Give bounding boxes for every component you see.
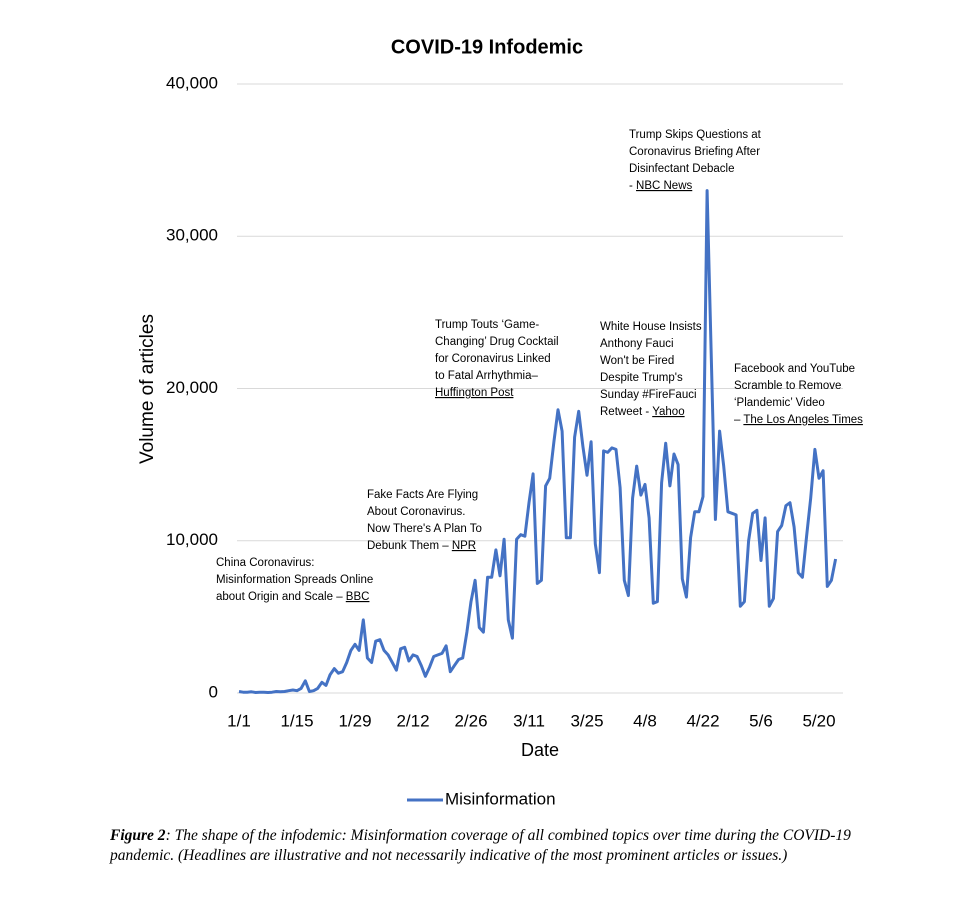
- annotation-text: Now There's A Plan To: [367, 523, 482, 535]
- annotation-line: to Fatal Arrhythmia–: [435, 370, 539, 382]
- x-tick-label: 2/12: [396, 711, 429, 730]
- annotation-source: The Los Angeles Times: [743, 414, 863, 426]
- x-tick-label: 4/8: [633, 711, 657, 730]
- annotation-line: – The Los Angeles Times: [734, 414, 863, 426]
- annotation-text: China Coronavirus:: [216, 557, 314, 569]
- annotation-line: about Origin and Scale – BBC: [216, 591, 369, 603]
- chart-title: COVID-19 Infodemic: [391, 36, 583, 58]
- caption-label: Figure 2: [110, 827, 166, 844]
- y-axis-label: Volume of articles: [137, 314, 158, 464]
- annotation-line: ‘Plandemic’ Video: [734, 397, 825, 409]
- annotation-line: Coronavirus Briefing After: [629, 146, 760, 158]
- annotation-line: Misinformation Spreads Online: [216, 574, 373, 586]
- annotation-line: Scramble to Remove: [734, 380, 841, 392]
- annotation-text: Despite Trump's: [600, 372, 683, 384]
- annotation-text: Debunk Them –: [367, 540, 452, 552]
- x-tick-label: 1/1: [227, 711, 251, 730]
- annotation-text: Coronavirus Briefing After: [629, 146, 760, 158]
- annotation-line: - NBC News: [629, 180, 693, 192]
- annotation-line: Huffington Post: [435, 387, 514, 399]
- x-tick-label: 4/22: [686, 711, 719, 730]
- x-tick-label: 1/15: [280, 711, 313, 730]
- x-tick-label: 1/29: [338, 711, 371, 730]
- x-tick-label: 5/6: [749, 711, 773, 730]
- x-tick-label: 3/25: [570, 711, 603, 730]
- annotation-source: NPR: [452, 540, 476, 552]
- annotation-text: Anthony Fauci: [600, 338, 674, 350]
- annotation-text: ‘Plandemic’ Video: [734, 397, 825, 409]
- annotation-text: Scramble to Remove: [734, 380, 841, 392]
- y-tick-label: 40,000: [166, 73, 218, 92]
- annotation-line: Fake Facts Are Flying: [367, 489, 478, 501]
- x-tick-label: 5/20: [802, 711, 835, 730]
- annotation-source: Huffington Post: [435, 387, 514, 399]
- x-tick-label: 2/26: [454, 711, 487, 730]
- y-tick-label: 0: [209, 682, 218, 701]
- annotation-text: White House Insists: [600, 321, 702, 333]
- annotation-text: Sunday #FireFauci: [600, 389, 697, 401]
- annotation-text: about Origin and Scale –: [216, 591, 346, 603]
- annotation-line: About Coronavirus.: [367, 506, 465, 518]
- annotation-text: for Coronavirus Linked: [435, 353, 551, 365]
- annotation-line: Disinfectant Debacle: [629, 163, 734, 175]
- annotation-source: NBC News: [636, 180, 692, 192]
- annotation-line: for Coronavirus Linked: [435, 353, 551, 365]
- annotation-text: Misinformation Spreads Online: [216, 574, 373, 586]
- annotation-line: Trump Skips Questions at: [629, 129, 762, 141]
- annotation-line: Anthony Fauci: [600, 338, 674, 350]
- annotation-line: Retweet - Yahoo: [600, 406, 685, 418]
- data-line: [238, 189, 838, 694]
- annotation-text: Disinfectant Debacle: [629, 163, 734, 175]
- annotation-line: Sunday #FireFauci: [600, 389, 697, 401]
- y-tick-label: 10,000: [166, 530, 218, 549]
- annotation-text: Fake Facts Are Flying: [367, 489, 478, 501]
- annotation-source: BBC: [346, 591, 370, 603]
- annotation-line: Now There's A Plan To: [367, 523, 482, 535]
- annotation-text: –: [734, 414, 743, 426]
- annotation-text: About Coronavirus.: [367, 506, 465, 518]
- caption: Figure 2: The shape of the infodemic: Mi…: [110, 826, 855, 866]
- legend-label: Misinformation: [445, 789, 556, 808]
- annotation-source: Yahoo: [652, 406, 684, 418]
- chart: COVID-19 Infodemic Volume of articles Da…: [137, 36, 863, 808]
- annotation-text: Trump Touts ‘Game-: [435, 319, 539, 331]
- y-tick-label: 20,000: [166, 378, 218, 397]
- annotation-line: Facebook and YouTube: [734, 363, 855, 375]
- x-tick-label: 3/11: [513, 711, 545, 730]
- x-axis-label: Date: [521, 740, 559, 760]
- annotation-line: White House Insists: [600, 321, 702, 333]
- annotation-text: Changing’ Drug Cocktail: [435, 336, 559, 348]
- annotation-line: Trump Touts ‘Game-: [435, 319, 539, 331]
- annotation-line: Won't be Fired: [600, 355, 674, 367]
- annotation-text: Trump Skips Questions at: [629, 129, 762, 141]
- annotation-line: Debunk Them – NPR: [367, 540, 476, 552]
- annotation-line: China Coronavirus:: [216, 557, 314, 569]
- annotation-text: -: [629, 180, 636, 192]
- annotation-text: Won't be Fired: [600, 355, 674, 367]
- caption-text: : The shape of the infodemic: Misinforma…: [110, 827, 851, 864]
- y-tick-label: 30,000: [166, 226, 218, 245]
- annotation-line: Changing’ Drug Cocktail: [435, 336, 559, 348]
- annotation-text: to Fatal Arrhythmia–: [435, 370, 539, 382]
- annotation-text: Retweet -: [600, 406, 652, 418]
- annotation-text: Facebook and YouTube: [734, 363, 855, 375]
- annotation-line: Despite Trump's: [600, 372, 683, 384]
